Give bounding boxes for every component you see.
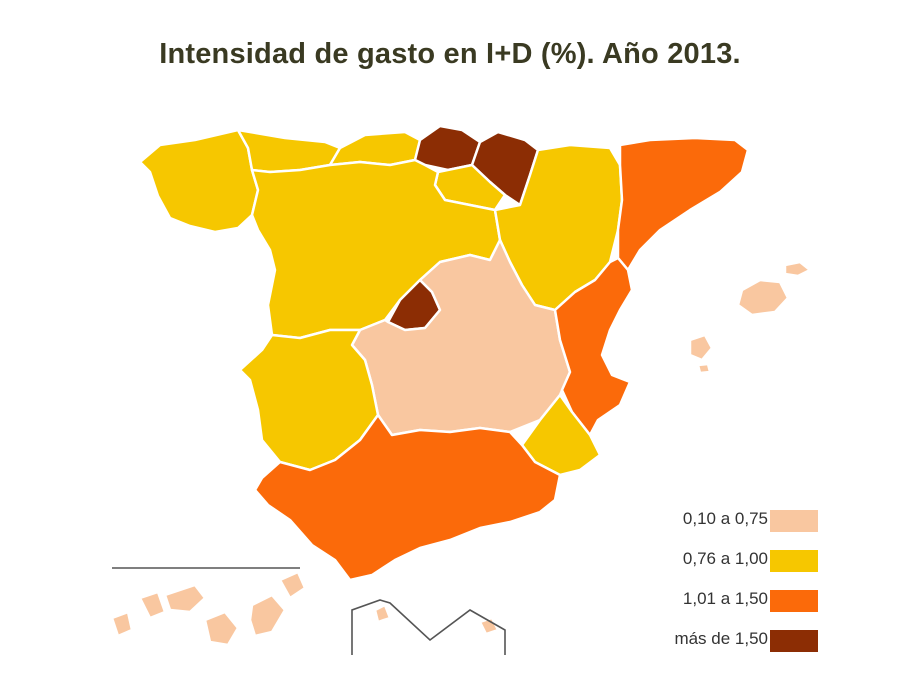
region-canarias-3 — [163, 583, 207, 614]
region-valencia — [553, 256, 634, 437]
region-canarias-6 — [278, 570, 307, 600]
ceuta-melilla-inset-frame — [351, 599, 506, 655]
region-galicia — [138, 128, 260, 234]
region-andalucia — [253, 413, 562, 582]
legend-item: 0,10 a 0,75 — [600, 505, 840, 545]
legend-label: más de 1,50 — [674, 629, 768, 648]
region-baleares-mallorca — [736, 278, 790, 317]
legend-swatch — [770, 510, 818, 532]
region-ceuta — [373, 603, 392, 624]
legend-item: más de 1,50 — [600, 625, 840, 665]
legend-label: 0,10 a 0,75 — [682, 509, 768, 528]
legend: 0,10 a 0,75 0,76 a 1,00 1,01 a 1,50 más … — [600, 505, 840, 665]
region-baleares-formentera — [696, 362, 712, 375]
region-canarias-1 — [110, 610, 134, 638]
region-cantabria — [328, 130, 422, 167]
region-cataluna — [616, 136, 750, 272]
region-melilla — [478, 616, 500, 636]
legend-swatch — [770, 590, 818, 612]
region-canarias-2 — [138, 590, 167, 620]
region-canarias-4 — [203, 610, 240, 647]
region-canarias-5 — [248, 593, 287, 638]
region-baleares-menorca — [783, 260, 812, 278]
legend-item: 0,76 a 1,00 — [600, 545, 840, 585]
region-pais-vasco — [413, 124, 482, 172]
legend-label: 1,01 a 1,50 — [682, 589, 768, 608]
legend-label: 0,76 a 1,00 — [682, 549, 768, 568]
legend-swatch — [770, 550, 818, 572]
region-baleares-ibiza — [688, 333, 714, 362]
legend-swatch — [770, 630, 818, 652]
legend-item: 1,01 a 1,50 — [600, 585, 840, 625]
map-title: Intensidad de gasto en I+D (%). Año 2013… — [159, 38, 741, 70]
